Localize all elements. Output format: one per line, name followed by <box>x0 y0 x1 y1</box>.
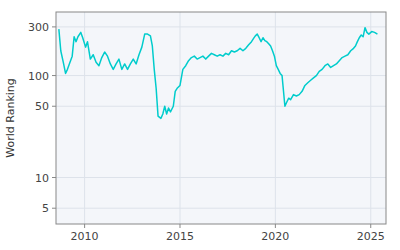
grid-line <box>275 12 276 224</box>
grid-line <box>370 12 371 224</box>
chart: 5 10 50 100 300 2010 2015 2020 2025 World Ranking <box>0 0 400 250</box>
plot-frame <box>56 12 386 224</box>
tick-label: 50 <box>35 100 49 113</box>
tick-label: 2010 <box>71 230 99 243</box>
tick-label: 2015 <box>166 230 194 243</box>
tick-mark <box>179 224 180 228</box>
tick-mark <box>52 26 56 27</box>
grid-line <box>56 177 386 178</box>
tick-mark <box>370 224 371 228</box>
tick-mark <box>52 106 56 107</box>
tick-label: 2020 <box>261 230 289 243</box>
grid <box>56 12 386 224</box>
grid-line <box>56 75 386 76</box>
tick-mark <box>275 224 276 228</box>
tick-mark <box>52 208 56 209</box>
tick-mark <box>84 224 85 228</box>
axis-label: World Ranking <box>4 78 17 158</box>
ticks: 5 10 50 100 300 2010 2015 2020 2025 <box>28 21 385 243</box>
grid-line <box>179 12 180 224</box>
tick-mark <box>52 75 56 76</box>
tick-label: 5 <box>42 202 49 215</box>
tick-label: 10 <box>35 172 49 185</box>
series <box>59 28 378 119</box>
plot-area <box>56 12 386 224</box>
grid-line <box>56 208 386 209</box>
grid-line <box>56 106 386 107</box>
line <box>59 28 378 119</box>
tick-label: 300 <box>28 21 49 34</box>
grid-line <box>56 26 386 27</box>
tick-label: 100 <box>28 70 49 83</box>
tick-label: 2025 <box>357 230 385 243</box>
tick-mark <box>52 177 56 178</box>
